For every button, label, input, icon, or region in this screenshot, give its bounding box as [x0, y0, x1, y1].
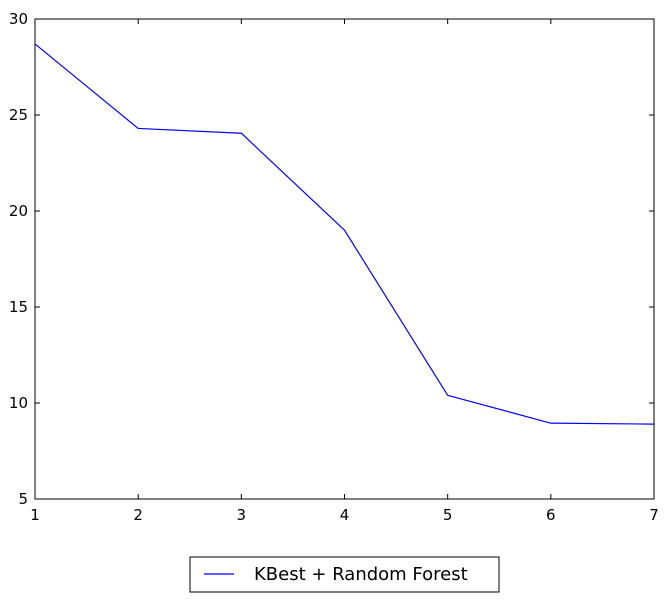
- x-tick-label: 6: [546, 506, 556, 524]
- y-tick-label: 15: [9, 298, 28, 316]
- x-tick-label: 4: [340, 506, 350, 524]
- x-tick-label: 2: [133, 506, 143, 524]
- x-tick-label: 7: [649, 506, 659, 524]
- legend: KBest + Random Forest: [189, 556, 500, 593]
- y-tick-label: 30: [9, 10, 28, 28]
- y-tick-label: 5: [18, 490, 28, 508]
- series-layer: [34, 43, 655, 425]
- y-axis-ticks: 5 10 15 20 25 30: [9, 10, 654, 508]
- y-tick-label: 10: [9, 394, 28, 412]
- x-tick-label: 5: [443, 506, 453, 524]
- x-tick-label: 3: [237, 506, 247, 524]
- y-tick-label: 25: [9, 106, 28, 124]
- legend-label: KBest + Random Forest: [254, 564, 468, 585]
- plot-area: [34, 18, 655, 500]
- x-axis-ticks: 1 2 3 4 5 6 7: [30, 19, 659, 524]
- y-tick-label: 20: [9, 202, 28, 220]
- series-line: [34, 43, 655, 425]
- x-tick-label: 1: [30, 506, 40, 524]
- legend-box: [189, 556, 500, 593]
